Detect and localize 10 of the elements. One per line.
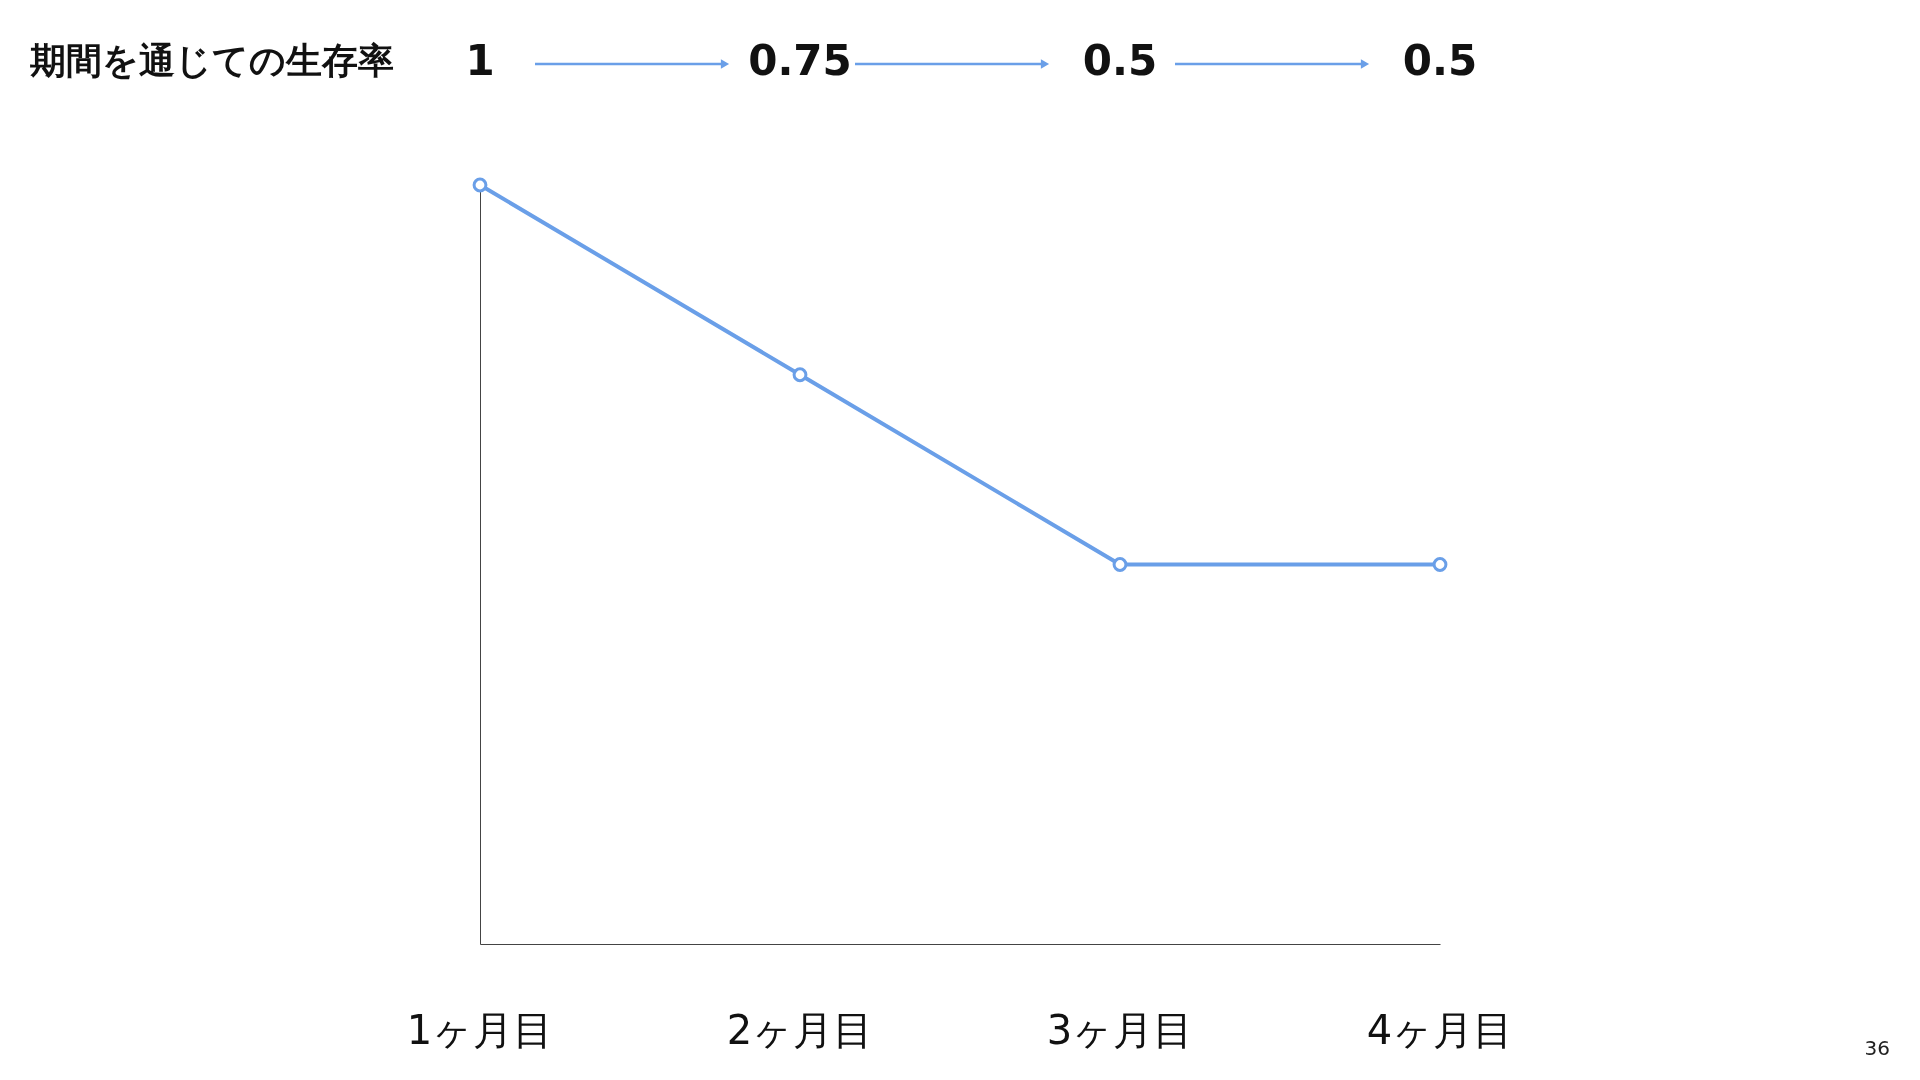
- data-label: 0.75: [748, 36, 852, 85]
- data-label: 1: [465, 36, 495, 85]
- x-tick-label: 1ヶ月目: [406, 1007, 554, 1053]
- x-tick-label: 2ヶ月目: [726, 1007, 874, 1053]
- text: 36: [1864, 1036, 1890, 1060]
- x-tick-label: 3ヶ月目: [1046, 1007, 1194, 1053]
- x-tick-label: 4ヶ月目: [1366, 1007, 1514, 1053]
- data-label: 0.5: [1402, 36, 1478, 85]
- data-label: 0.5: [1082, 36, 1158, 85]
- chart-title: 期間を通じての生存率: [30, 40, 394, 81]
